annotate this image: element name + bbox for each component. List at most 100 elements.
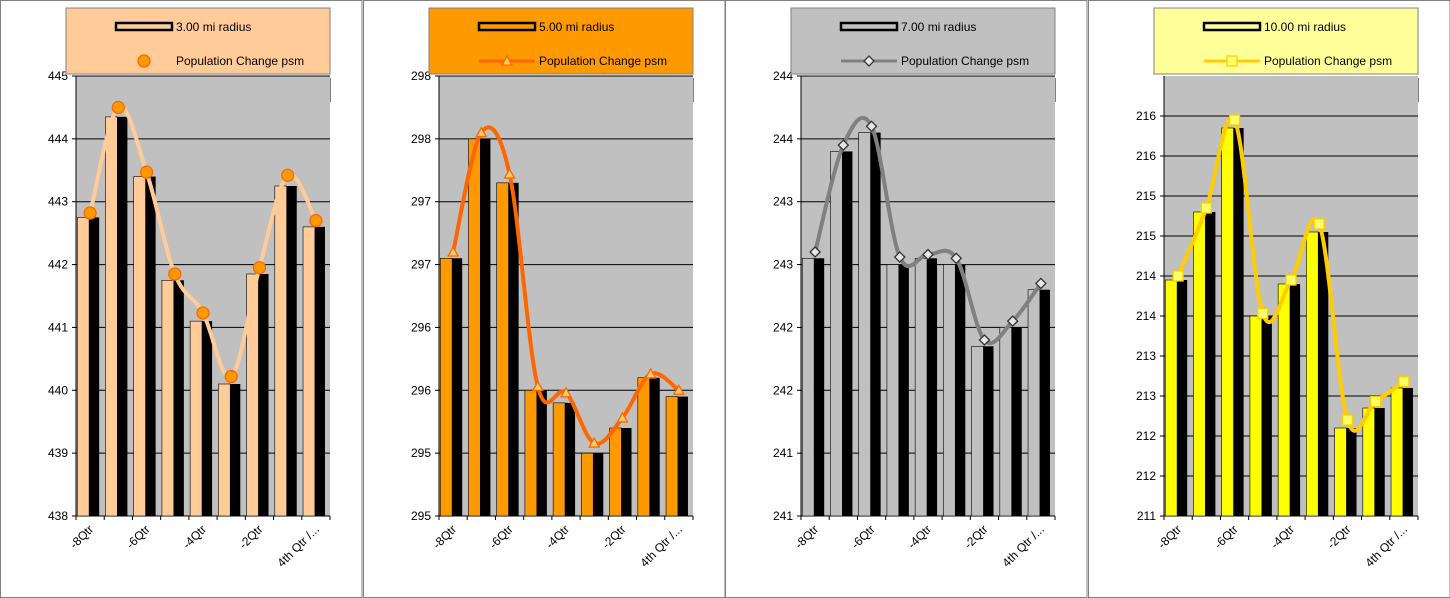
bar--1Qtr xyxy=(999,327,1012,517)
bar--1Qtr xyxy=(274,185,287,517)
legend-box xyxy=(428,7,693,75)
legend-bar-key xyxy=(477,21,536,32)
y-tick-label: 243 xyxy=(773,195,793,209)
bar--5Qtr xyxy=(886,264,900,517)
bar--3Qtr xyxy=(1305,231,1319,517)
y-tick-label: 213 xyxy=(1135,349,1155,363)
data-point xyxy=(559,386,572,398)
y-tick-label: 444 xyxy=(48,132,68,146)
bar--3Qtr xyxy=(580,452,594,517)
bar-shadow xyxy=(592,453,603,516)
data-point xyxy=(893,251,906,263)
y-tick-label: 438 xyxy=(48,509,68,523)
bar-shadow xyxy=(677,396,688,516)
bar-shadow xyxy=(1374,408,1385,516)
y-tick-label: 242 xyxy=(773,320,793,334)
bar-shadow xyxy=(1039,289,1050,516)
data-point xyxy=(1313,218,1325,230)
y-tick-label: 298 xyxy=(410,69,430,83)
markers xyxy=(1171,114,1410,426)
data-point xyxy=(950,252,963,265)
data-point xyxy=(837,139,850,152)
markers xyxy=(83,100,323,384)
data-point xyxy=(224,369,238,384)
bar--7Qtr xyxy=(1192,211,1206,517)
bar--3Qtr xyxy=(218,383,231,517)
bar--3Qtr xyxy=(943,264,956,517)
bar--2Qtr xyxy=(971,345,984,517)
y-tick-label: 216 xyxy=(1135,149,1155,163)
bar--7Qtr xyxy=(105,116,118,517)
bar--6Qtr xyxy=(133,176,146,517)
legend-box xyxy=(1153,7,1418,75)
bar-shadow xyxy=(89,217,100,516)
data-point xyxy=(644,367,657,379)
bar--5Qtr xyxy=(524,389,537,517)
data-point xyxy=(1397,375,1410,388)
bar-shadow xyxy=(927,258,938,516)
y-tick-label: 439 xyxy=(48,446,68,460)
bar-shadow xyxy=(451,258,462,516)
bar-shadow xyxy=(508,182,519,516)
bar-shadow xyxy=(258,274,269,516)
y-tick-label: 296 xyxy=(410,383,430,397)
y-tick-label: 297 xyxy=(410,195,430,209)
data-point xyxy=(978,334,991,346)
data-point xyxy=(1200,202,1212,214)
bar--8Qtr xyxy=(1164,279,1177,517)
bar-shadow xyxy=(1233,128,1244,516)
y-tick-label: 295 xyxy=(410,509,430,523)
markers xyxy=(446,126,685,448)
y-tick-label: 445 xyxy=(48,69,68,83)
series-line xyxy=(813,116,1043,345)
bar--4Qtr xyxy=(914,257,928,517)
bar--4Qtr xyxy=(552,402,565,517)
legend-bar-key xyxy=(1202,21,1261,32)
data-point xyxy=(1034,277,1047,290)
legend-bar-label: 7.00 mi radius xyxy=(901,20,976,34)
y-tick-label: 298 xyxy=(410,132,430,146)
y-tick-label: 295 xyxy=(410,446,430,460)
bar-shadow xyxy=(814,258,825,516)
bar-shadow xyxy=(173,280,184,516)
y-tick-label: 215 xyxy=(1135,229,1155,243)
legend-line-label: Population Change psm xyxy=(1264,54,1392,68)
legend-line-label: Population Change psm xyxy=(539,54,667,68)
legend-bar-label: 3.00 mi radius xyxy=(176,20,251,34)
legend-line-label: Population Change psm xyxy=(901,54,1029,68)
bar-shadow xyxy=(1317,232,1328,516)
data-point xyxy=(83,206,97,220)
bar--8Qtr xyxy=(801,257,815,517)
data-point xyxy=(1006,315,1019,328)
data-point xyxy=(168,267,182,281)
data-point xyxy=(1225,55,1238,67)
data-point xyxy=(1171,270,1184,282)
bar-shadow xyxy=(536,390,547,516)
y-tick-label: 297 xyxy=(410,258,430,272)
legend-bar-key xyxy=(839,21,899,32)
data-point xyxy=(865,120,878,133)
bar--5Qtr xyxy=(1249,315,1262,517)
y-tick-label: 443 xyxy=(48,195,68,209)
bar--7Qtr xyxy=(467,138,481,517)
bar--8Qtr xyxy=(76,217,90,517)
bar--6Qtr xyxy=(1220,127,1234,517)
data-point xyxy=(1256,307,1268,320)
legend-line-label: Population Change psm xyxy=(176,54,304,68)
bar-4th Qtr /... xyxy=(1390,387,1403,517)
y-tick-label: 244 xyxy=(773,132,793,146)
data-point xyxy=(615,411,629,423)
data-point xyxy=(531,380,544,392)
y-tick-label: 216 xyxy=(1135,109,1155,123)
y-tick-label: 442 xyxy=(48,258,68,272)
bar-shadow xyxy=(1261,316,1272,516)
y-tick-label: 241 xyxy=(773,446,793,460)
bar--8Qtr xyxy=(439,257,452,517)
bar--2Qtr xyxy=(1333,427,1347,517)
bar-shadow xyxy=(286,186,297,516)
y-tick-label: 241 xyxy=(773,509,793,523)
legend-bar-label: 10.00 mi radius xyxy=(1264,20,1346,34)
bar-shadow xyxy=(1176,280,1187,516)
bar-shadow xyxy=(564,402,575,516)
